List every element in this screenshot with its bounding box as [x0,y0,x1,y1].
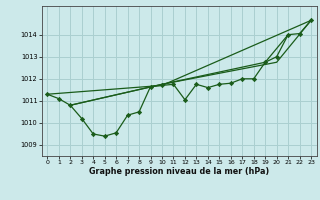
X-axis label: Graphe pression niveau de la mer (hPa): Graphe pression niveau de la mer (hPa) [89,167,269,176]
